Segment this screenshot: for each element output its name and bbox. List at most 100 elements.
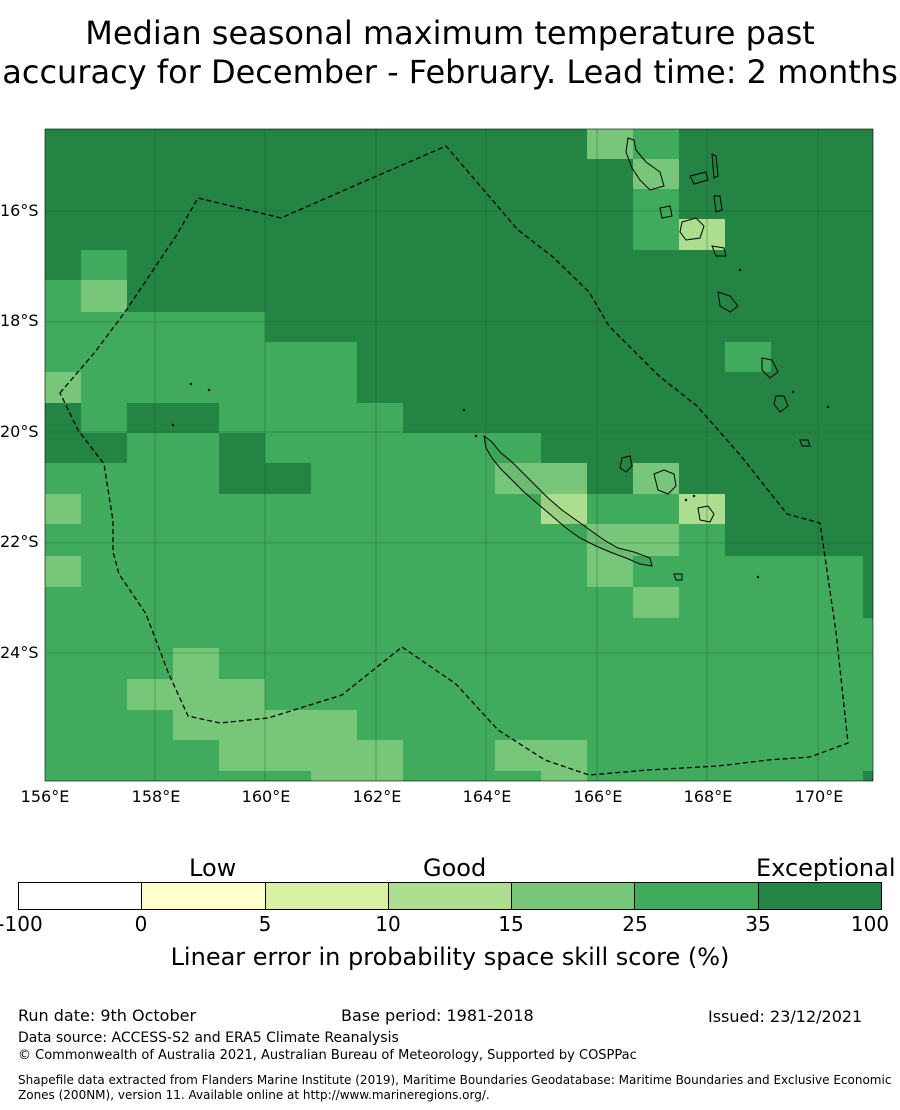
skill-cell: [863, 556, 873, 618]
skill-cell: [311, 771, 403, 781]
skill-cell: [45, 494, 81, 524]
isle-of-pines: [673, 573, 683, 581]
lat-label-16s: 16°S: [0, 201, 39, 220]
islet: [692, 494, 696, 498]
islet: [189, 382, 193, 386]
new-caledonia-main-island: [483, 434, 653, 567]
skill-cell: [725, 524, 873, 556]
vanuatu-ambrym: [659, 205, 673, 219]
skill-cell: [127, 250, 873, 312]
vanuatu-epi: [713, 195, 723, 213]
colorbar: [18, 882, 882, 910]
vanuatu-pentecost: [711, 153, 719, 179]
colorbar-tick-7: 100: [850, 912, 890, 936]
islet: [756, 575, 760, 579]
colorbar-tick-0: -100: [0, 912, 43, 936]
colorbar-tick-3: 10: [375, 912, 401, 936]
lat-label-22s: 22°S: [0, 532, 39, 551]
lon-label-160e: 160°E: [241, 787, 291, 806]
run-date: Run date: 9th October: [18, 1006, 197, 1025]
skill-cell: [219, 740, 403, 771]
skill-cell: [265, 312, 873, 342]
lon-label-162e: 162°E: [352, 787, 402, 806]
legend-category-low: Low: [189, 854, 237, 882]
legend-category-good: Good: [423, 854, 487, 882]
skill-cell: [127, 403, 219, 433]
skill-cell: [679, 494, 725, 524]
lon-label-164e: 164°E: [462, 787, 512, 806]
skill-cell: [633, 463, 679, 494]
lon-label-170e: 170°E: [794, 787, 844, 806]
skill-cell: [725, 342, 771, 372]
vanuatu-tanna: [773, 395, 789, 413]
colorbar-segment-7: [758, 883, 881, 909]
colorbar-tick-6: 35: [745, 912, 771, 936]
skill-cell: [127, 679, 265, 710]
islet: [791, 390, 795, 394]
legend-category-exceptional: Exceptional: [756, 854, 896, 882]
skill-cell: [587, 524, 679, 556]
vanuatu-ambae: [689, 171, 709, 185]
lat-label-24s: 24°S: [0, 643, 39, 662]
copyright: © Commonwealth of Australia 2021, Austra…: [18, 1048, 637, 1063]
skill-cell: [265, 463, 311, 494]
islet: [207, 388, 211, 392]
colorbar-tick-4: 15: [498, 912, 524, 936]
landmasses: [483, 137, 811, 581]
colorbar-segment-2: [142, 883, 266, 909]
islet: [684, 498, 688, 502]
skill-cell: [587, 556, 633, 587]
data-source: Data source: ACCESS-S2 and ERA5 Climate …: [18, 1030, 399, 1046]
colorbar-segment-3: [265, 883, 389, 909]
islet: [826, 405, 830, 409]
eez-boundary: [59, 145, 849, 776]
lat-label-18s: 18°S: [0, 311, 39, 330]
map-frame: [44, 128, 874, 782]
map-title-line-1: Median seasonal maximum temperature past: [85, 14, 815, 52]
lon-label-168e: 168°E: [683, 787, 733, 806]
vanuatu-efate: [717, 291, 739, 313]
skill-cell: [357, 342, 873, 403]
skill-cell: [81, 280, 127, 312]
colorbar-segment-5: [512, 883, 636, 909]
small-islets: [171, 268, 830, 579]
skill-cell: [173, 648, 219, 679]
loyalty-island-mare: [697, 505, 715, 523]
vanuatu-espiritu-santo: [625, 137, 665, 191]
base-period: Base period: 1981-2018: [341, 1006, 534, 1025]
islet: [474, 434, 478, 438]
vanuatu-shepherd-islands: [711, 245, 727, 257]
skill-cell: [633, 587, 679, 618]
skill-cell: [541, 771, 587, 781]
skill-cell: [495, 740, 587, 771]
skill-cell: [45, 129, 873, 250]
skill-cell: [403, 403, 873, 433]
islet: [171, 423, 175, 427]
skill-cell: [45, 556, 81, 587]
skill-cell: [863, 771, 873, 781]
skill-cell: [587, 129, 633, 159]
skill-cell: [633, 189, 679, 250]
skill-cell: [219, 433, 265, 494]
vanuatu-aneityum: [799, 439, 811, 447]
skill-map: [44, 128, 874, 782]
islet: [462, 408, 466, 412]
skill-cell: [45, 250, 81, 280]
lat-label-20s: 20°S: [0, 422, 39, 441]
map-title-line-2: accuracy for December - February. Lead t…: [2, 53, 898, 91]
map-gridlines: [45, 129, 873, 781]
vanuatu-erromango: [761, 357, 779, 379]
issued-date: Issued: 23/12/2021: [708, 1007, 863, 1026]
lon-label-156e: 156°E: [20, 787, 70, 806]
colorbar-segment-1: [19, 883, 143, 909]
colorbar-segment-6: [635, 883, 759, 909]
lon-label-166e: 166°E: [573, 787, 623, 806]
loyalty-island-ouvea: [619, 455, 633, 473]
colorbar-label: Linear error in probability space skill …: [170, 943, 730, 971]
skill-cell: [633, 129, 679, 159]
shapefile-credit-line-2: Zones (200NM), version 11. Available onl…: [18, 1088, 490, 1102]
islet: [738, 268, 742, 272]
skill-cell: [45, 372, 81, 403]
skill-cell: [633, 159, 679, 189]
colorbar-tick-5: 25: [622, 912, 648, 936]
